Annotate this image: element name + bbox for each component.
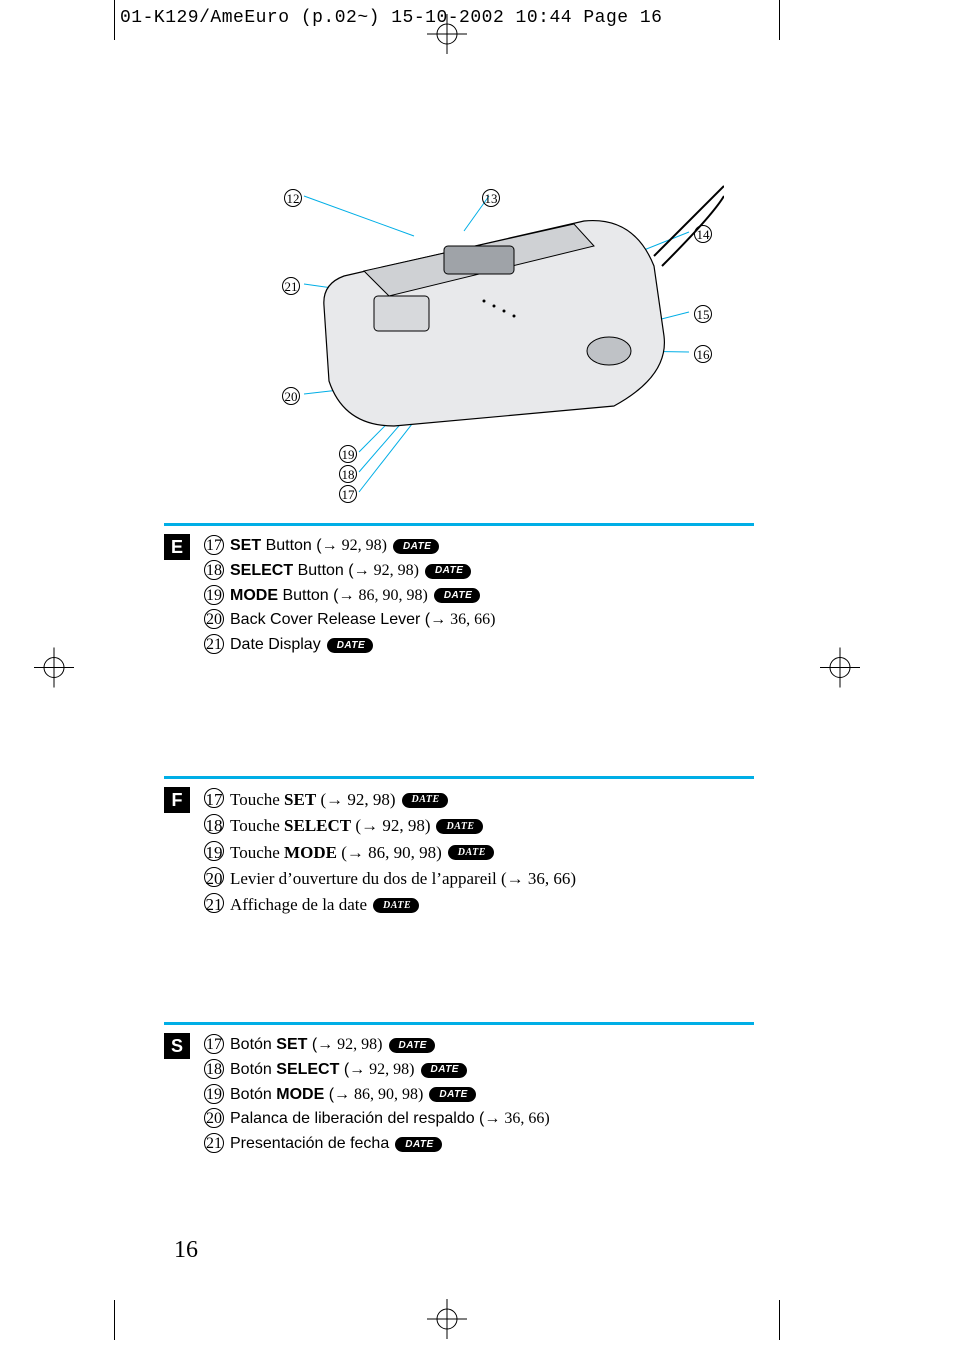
item-S-19: 19 Botón MODE (→ 86, 90, 98) DATE (204, 1083, 754, 1108)
camera-illustration (164, 176, 724, 496)
section-rule (164, 1022, 754, 1025)
date-badge: DATE (402, 793, 448, 808)
callout-16: 16 (694, 344, 712, 364)
date-badge: DATE (395, 1137, 441, 1152)
item-E-19: 19 MODE Button (→ 86, 90, 98) DATE (204, 584, 754, 609)
item-S-18: 18 Botón SELECT (→ 92, 98) DATE (204, 1058, 754, 1083)
item-S-20: 20 Palanca de liberación del respaldo (→… (204, 1107, 754, 1132)
registration-mark-right (820, 648, 860, 693)
callout-17: 17 (339, 484, 357, 504)
date-badge: DATE (327, 638, 373, 653)
section-rule (164, 776, 754, 779)
lang-badge-E: E (164, 534, 190, 560)
page-number: 16 (174, 1237, 198, 1264)
item-F-18: 18 Touche SELECT (→ 92, 98) DATE (204, 813, 754, 839)
callout-14: 14 (694, 224, 712, 244)
section-E: E 17 SET Button (→ 92, 98) DATE18 SELECT … (164, 523, 754, 658)
item-S-21: 21 Presentación de fecha DATE (204, 1132, 754, 1157)
item-E-20: 20 Back Cover Release Lever (→ 36, 66) (204, 608, 754, 633)
callout-13: 13 (482, 188, 500, 208)
item-F-17: 17 Touche SET (→ 92, 98) DATE (204, 787, 754, 813)
callout-18: 18 (339, 464, 357, 484)
registration-mark-top (427, 14, 467, 59)
registration-mark-left (34, 648, 74, 693)
crop-mark (779, 1300, 780, 1340)
date-badge: DATE (373, 898, 419, 913)
date-badge: DATE (434, 588, 480, 603)
item-F-20: 20 Levier d’ouverture du dos de l’appare… (204, 866, 754, 892)
section-rule (164, 523, 754, 526)
lang-badge-F: F (164, 787, 190, 813)
callout-15: 15 (694, 304, 712, 324)
item-F-19: 19 Touche MODE (→ 86, 90, 98) DATE (204, 840, 754, 866)
callout-20: 20 (282, 386, 300, 406)
item-E-17: 17 SET Button (→ 92, 98) DATE (204, 534, 754, 559)
item-E-21: 21 Date Display DATE (204, 633, 754, 658)
date-badge: DATE (448, 845, 494, 860)
callout-19: 19 (339, 444, 357, 464)
press-header: 01-K129/AmeEuro (p.02~) 15-10-2002 10:44… (120, 8, 662, 28)
date-badge: DATE (425, 564, 471, 579)
callout-21: 21 (282, 276, 300, 296)
date-badge: DATE (436, 819, 482, 834)
date-badge: DATE (389, 1038, 435, 1053)
crop-mark (779, 0, 780, 40)
crop-mark (114, 0, 115, 40)
crop-mark (114, 1300, 115, 1340)
registration-mark-bottom (427, 1299, 467, 1344)
item-S-17: 17 Botón SET (→ 92, 98) DATE (204, 1033, 754, 1058)
camera-diagram: 12131415162120191817 (164, 176, 724, 496)
date-badge: DATE (421, 1063, 467, 1078)
item-E-18: 18 SELECT Button (→ 92, 98) DATE (204, 559, 754, 584)
item-F-21: 21 Affichage de la date DATE (204, 892, 754, 918)
date-badge: DATE (393, 539, 439, 554)
section-F: F 17 Touche SET (→ 92, 98) DATE18 Touche … (164, 776, 754, 919)
date-badge: DATE (429, 1087, 475, 1102)
section-S: S 17 Botón SET (→ 92, 98) DATE18 Botón SE… (164, 1022, 754, 1157)
page: 01-K129/AmeEuro (p.02~) 15-10-2002 10:44… (114, 6, 780, 1334)
lang-badge-S: S (164, 1033, 190, 1059)
callout-12: 12 (284, 188, 302, 208)
